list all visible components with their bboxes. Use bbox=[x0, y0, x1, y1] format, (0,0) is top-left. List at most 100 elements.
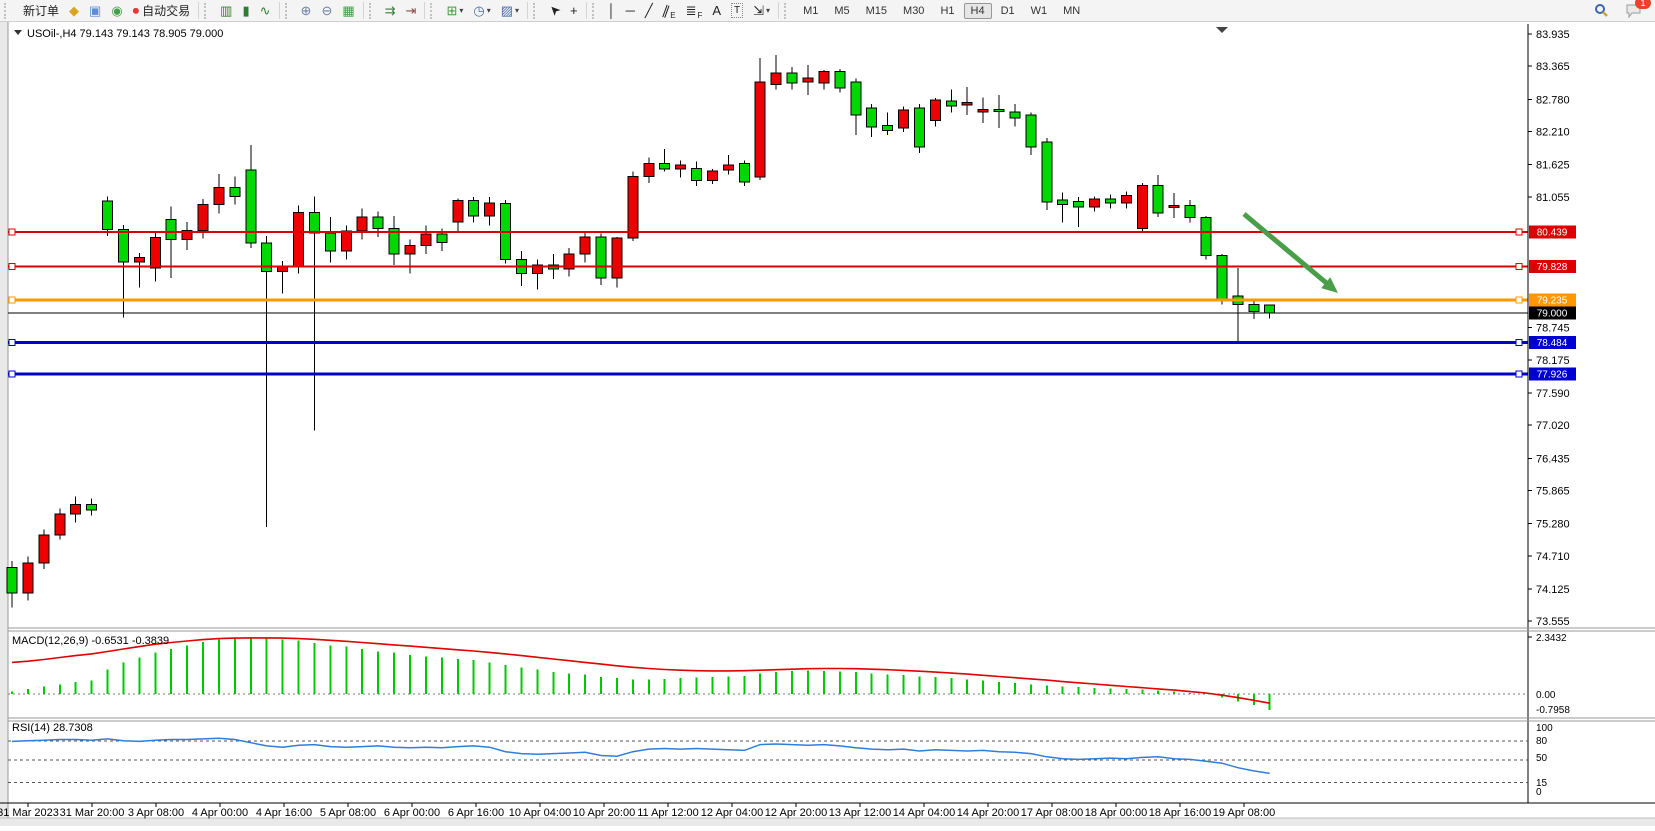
zoom-out-icon: ⊖ bbox=[321, 3, 333, 18]
zoom-out-icon[interactable]: ⊖ bbox=[317, 0, 336, 21]
search-icon bbox=[1595, 4, 1608, 17]
svg-text:12 Apr 20:00: 12 Apr 20:00 bbox=[765, 807, 827, 819]
svg-text:50: 50 bbox=[1536, 753, 1548, 764]
signals-icon: ◉ bbox=[111, 3, 123, 18]
crosshair-icon: + bbox=[569, 3, 578, 18]
svg-text:2.3432: 2.3432 bbox=[1536, 633, 1567, 644]
timeframe-h4-button[interactable]: H4 bbox=[963, 2, 992, 19]
svg-text:79.000: 79.000 bbox=[1537, 309, 1568, 320]
svg-text:31 Mar 20:00: 31 Mar 20:00 bbox=[60, 807, 125, 819]
svg-text:12 Apr 04:00: 12 Apr 04:00 bbox=[701, 807, 763, 819]
line-chart-icon[interactable]: ∿ bbox=[256, 0, 275, 21]
svg-text:11 Apr 12:00: 11 Apr 12:00 bbox=[637, 807, 699, 819]
svg-text:81.625: 81.625 bbox=[1536, 160, 1570, 172]
svg-text:75.865: 75.865 bbox=[1536, 486, 1570, 498]
svg-text:18 Apr 16:00: 18 Apr 16:00 bbox=[1149, 807, 1211, 819]
charts-window-icon: ▣ bbox=[89, 3, 102, 18]
channel-icon-sub: E bbox=[670, 11, 676, 20]
timeframe-h1-button[interactable]: H1 bbox=[940, 4, 955, 17]
trendline-icon: ╱ bbox=[644, 3, 653, 18]
trendline-icon[interactable]: ╱ bbox=[641, 0, 657, 21]
chevron-down-icon: ▾ bbox=[515, 6, 520, 15]
macd-pane: MACD(12,26,9) -0.6531 -0.3839 2.3432 0.00 -… bbox=[8, 633, 1570, 716]
svg-text:4 Apr 16:00: 4 Apr 16:00 bbox=[256, 807, 312, 819]
text-label-icon[interactable]: T bbox=[727, 0, 747, 21]
search-button[interactable] bbox=[1590, 0, 1613, 21]
fibonacci-icon: ≣ bbox=[685, 3, 697, 18]
new-order-button[interactable]: 新订单 bbox=[16, 0, 63, 21]
timeframe-d1-button[interactable]: D1 bbox=[1000, 4, 1015, 17]
svg-text:18 Apr 00:00: 18 Apr 00:00 bbox=[1085, 807, 1147, 819]
timeframe-w1-button[interactable]: W1 bbox=[1030, 4, 1048, 17]
svg-text:73.555: 73.555 bbox=[1536, 616, 1570, 628]
svg-text:74.125: 74.125 bbox=[1536, 584, 1570, 596]
svg-text:80.439: 80.439 bbox=[1537, 227, 1568, 238]
svg-text:10 Apr 04:00: 10 Apr 04:00 bbox=[509, 807, 571, 819]
timeframe-m5-button[interactable]: M5 bbox=[834, 4, 850, 17]
add-indicator-icon[interactable]: ⊞ ▾ bbox=[442, 0, 467, 21]
notifications-button[interactable]: 1 bbox=[1622, 0, 1651, 21]
svg-text:6 Apr 00:00: 6 Apr 00:00 bbox=[384, 807, 440, 819]
add-indicator-icon: ⊞ bbox=[446, 3, 458, 18]
macd-signal-line bbox=[11, 637, 1270, 704]
svg-text:78.484: 78.484 bbox=[1537, 338, 1568, 349]
svg-text:78.175: 78.175 bbox=[1536, 355, 1570, 367]
chevron-down-icon: ▾ bbox=[486, 6, 491, 15]
svg-text:100: 100 bbox=[1536, 723, 1553, 734]
chart-shift-icon[interactable]: ⇥ bbox=[402, 0, 421, 21]
text-icon: A bbox=[712, 3, 722, 18]
rsi-pane: RSI(14) 28.7308 100 80 50 150 bbox=[8, 722, 1553, 798]
period-icon[interactable]: ◷ ▾ bbox=[469, 0, 494, 21]
svg-text:81.055: 81.055 bbox=[1536, 192, 1570, 204]
svg-text:RSI(14) 28.7308: RSI(14) 28.7308 bbox=[12, 722, 93, 734]
gold-icon[interactable]: ◆ bbox=[65, 0, 83, 21]
svg-text:77.590: 77.590 bbox=[1536, 388, 1570, 400]
tile-windows-icon[interactable]: ▦ bbox=[338, 0, 358, 21]
candlestick-chart-icon: ▮ bbox=[242, 3, 250, 18]
timeframe-m30-button[interactable]: M30 bbox=[903, 4, 925, 17]
crosshair-icon[interactable]: + bbox=[566, 0, 582, 21]
chart-title: USOil-,H4 79.143 79.143 78.905 79.000 bbox=[14, 28, 223, 40]
ohlc-bars-icon: ▥ bbox=[220, 3, 233, 18]
svg-text:10 Apr 20:00: 10 Apr 20:00 bbox=[573, 807, 635, 819]
cursor-icon[interactable]: ➤ bbox=[545, 0, 564, 21]
timeframe-m1-button[interactable]: M1 bbox=[803, 4, 819, 17]
ohlc-bars-icon[interactable]: ▥ bbox=[216, 0, 236, 21]
horizontal-line-icon[interactable]: ─ bbox=[622, 0, 639, 21]
channel-icon[interactable]: ∥ E bbox=[659, 0, 680, 21]
svg-text:17 Apr 08:00: 17 Apr 08:00 bbox=[1021, 807, 1083, 819]
candlestick-chart-icon[interactable]: ▮ bbox=[238, 0, 253, 21]
charts-window-icon[interactable]: ▣ bbox=[85, 0, 105, 21]
svg-text:31 Mar 2023: 31 Mar 2023 bbox=[0, 807, 59, 819]
chart-shift-marker bbox=[1216, 27, 1228, 33]
svg-text:82.780: 82.780 bbox=[1536, 94, 1570, 106]
svg-text:USOil-,H4 79.143 79.143 78.90: USOil-,H4 79.143 79.143 78.905 79.000 bbox=[27, 28, 223, 40]
svg-text:-0.7958: -0.7958 bbox=[1536, 705, 1570, 716]
svg-text:77.926: 77.926 bbox=[1537, 369, 1568, 380]
text-icon[interactable]: A bbox=[708, 0, 725, 21]
svg-text:80: 80 bbox=[1536, 736, 1548, 747]
zoom-in-icon[interactable]: ⊕ bbox=[297, 0, 316, 21]
svg-text:78.745: 78.745 bbox=[1536, 323, 1570, 335]
collapse-icon bbox=[14, 30, 22, 35]
svg-text:82.210: 82.210 bbox=[1536, 127, 1570, 139]
tile-windows-icon: ▦ bbox=[342, 3, 355, 18]
autotrade-button[interactable]: ⏺ 自动交易 bbox=[129, 0, 195, 21]
text-label-icon: T bbox=[731, 3, 744, 18]
arrows-icon[interactable]: ⇲ ▾ bbox=[749, 0, 774, 21]
vertical-line-icon[interactable]: │ bbox=[604, 0, 620, 21]
timeframe-m15-button[interactable]: M15 bbox=[865, 4, 888, 17]
horizontal-line-icon: ─ bbox=[625, 3, 635, 18]
notification-badge: 1 bbox=[1635, 0, 1651, 9]
auto-scroll-icon[interactable]: ⇉ bbox=[381, 0, 400, 21]
template-icon[interactable]: ▨ ▾ bbox=[497, 0, 523, 21]
svg-text:MACD(12,26,9) -0.6531 -0.3839: MACD(12,26,9) -0.6531 -0.3839 bbox=[12, 635, 169, 647]
fibonacci-icon[interactable]: ≣ F bbox=[682, 0, 707, 21]
svg-text:77.020: 77.020 bbox=[1536, 420, 1570, 432]
signals-icon[interactable]: ◉ bbox=[107, 0, 126, 21]
timeframe-mn-button[interactable]: MN bbox=[1063, 4, 1081, 17]
price-axis: 83.935 83.365 82.780 82.210 81.625 81.055 78.7… bbox=[1527, 24, 1576, 803]
template-icon: ▨ bbox=[500, 3, 514, 18]
svg-text:83.365: 83.365 bbox=[1536, 61, 1570, 73]
